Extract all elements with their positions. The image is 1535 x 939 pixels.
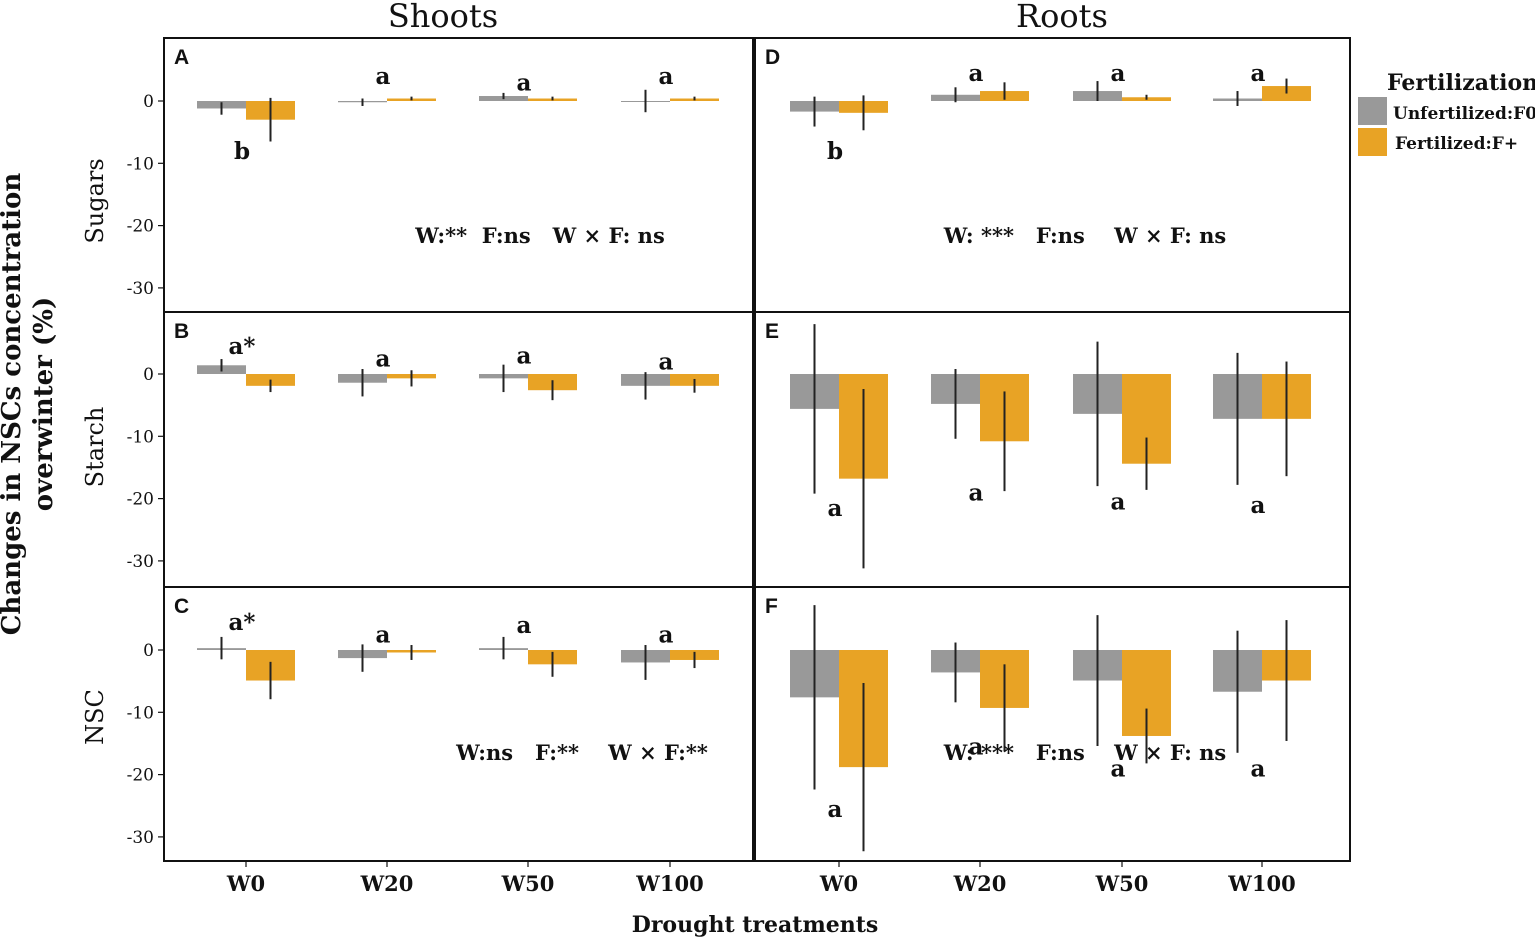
y-tick-label: -30 [127, 552, 154, 572]
significance-label: a [1111, 489, 1126, 516]
panel-letter: B [174, 320, 189, 343]
x-tick-label: W0 [819, 871, 858, 896]
significance-label: a [517, 69, 532, 96]
legend-swatch-unfertilized [1358, 97, 1387, 125]
legend-label-fertilized: Fertilized:F+ [1395, 134, 1518, 154]
significance-label: a [376, 63, 391, 90]
x-tick-label: W100 [1227, 871, 1295, 896]
panel-C: C 0 -10 -20 -30 a* a a a W:ns F:** W × F:** W0 W20 W… [127, 586, 754, 896]
significance-label: a [1251, 755, 1266, 782]
stats-annotation: W: *** F:ns W × F: ns [943, 740, 1226, 765]
y-tick-label: -20 [127, 766, 154, 786]
significance-label: a* [229, 333, 256, 360]
panel-letter: F [765, 595, 778, 618]
y-tick-label: -20 [127, 217, 154, 237]
legend-label-unfertilized: Unfertilized:F0 [1393, 104, 1535, 124]
significance-label: a [969, 479, 984, 506]
significance-label: a [376, 621, 391, 648]
stats-annotation: W:** F:ns W × F: ns [414, 223, 665, 248]
panel-frame [163, 586, 754, 862]
x-tick-label: W100 [635, 871, 703, 896]
significance-label: a [1111, 755, 1126, 782]
y-tick-label: -30 [127, 279, 154, 299]
x-axis-title: Drought treatments [632, 912, 879, 938]
y-axis-title-line2: overwinter (%) [29, 297, 59, 511]
significance-label: a [517, 612, 532, 639]
x-tick-label: W50 [501, 871, 555, 896]
significance-label: a [659, 621, 674, 648]
panel-frame [754, 586, 1351, 862]
panel-letter: A [174, 46, 189, 69]
stats-annotation: W: *** F:ns W × F: ns [943, 223, 1226, 248]
significance-label: b [234, 138, 250, 165]
significance-label: a [969, 734, 984, 761]
legend-swatch-fertilized [1358, 128, 1387, 156]
x-tick-label: W20 [953, 871, 1007, 896]
column-title-shoots: Shoots [388, 0, 498, 35]
y-tick-label: 0 [143, 92, 154, 112]
significance-label: a [659, 349, 674, 376]
significance-label: a [828, 796, 843, 823]
row-label-nsc: NSC [81, 689, 109, 745]
panel-B: B 0 -10 -20 -30 a* a a a [127, 311, 754, 588]
significance-label: a [1251, 492, 1266, 519]
panels-group: A 0 -10 -20 -30 b a a a W:** F:ns W × F: ns B 0 -10 -… [127, 37, 1351, 896]
y-tick-label: -30 [127, 828, 154, 848]
panel-D: Db a a a W: *** F:ns W × F: ns [754, 37, 1351, 313]
y-tick-label: -10 [127, 154, 154, 174]
significance-label: a [376, 345, 391, 372]
y-tick-label: 0 [143, 365, 154, 385]
panel-letter: E [765, 320, 779, 343]
row-label-sugars: Sugars [81, 158, 109, 243]
x-tick-label: W50 [1095, 871, 1149, 896]
panel-letter: D [765, 46, 780, 69]
significance-label: a [517, 342, 532, 369]
panel-A: A 0 -10 -20 -30 b a a a W:** F:ns W × F: ns [127, 37, 754, 313]
y-tick-label: -10 [127, 427, 154, 447]
significance-label: a* [229, 609, 256, 636]
y-tick-label: 0 [143, 641, 154, 661]
x-tick-label: W20 [360, 871, 414, 896]
y-axis-title-line1: Changes in NSCs concentration [0, 173, 27, 636]
significance-label: a [1251, 60, 1266, 87]
significance-label: a [969, 60, 984, 87]
legend-title: Fertilization [1387, 70, 1535, 96]
legend: Fertilization Unfertilized:F0 Fertilized… [1358, 70, 1535, 156]
y-tick-label: -20 [127, 490, 154, 510]
column-title-roots: Roots [1016, 0, 1108, 35]
stats-annotation: W:ns F:** W × F:** [455, 740, 708, 765]
significance-label: a [828, 495, 843, 522]
y-tick-label: -10 [127, 703, 154, 723]
significance-label: b [827, 138, 843, 165]
significance-label: a [1111, 60, 1126, 87]
row-label-starch: Starch [81, 407, 109, 488]
panel-E: Ea a a a [754, 311, 1351, 588]
x-tick-label: W0 [226, 871, 265, 896]
significance-label: a [659, 63, 674, 90]
panel-letter: C [174, 595, 189, 618]
